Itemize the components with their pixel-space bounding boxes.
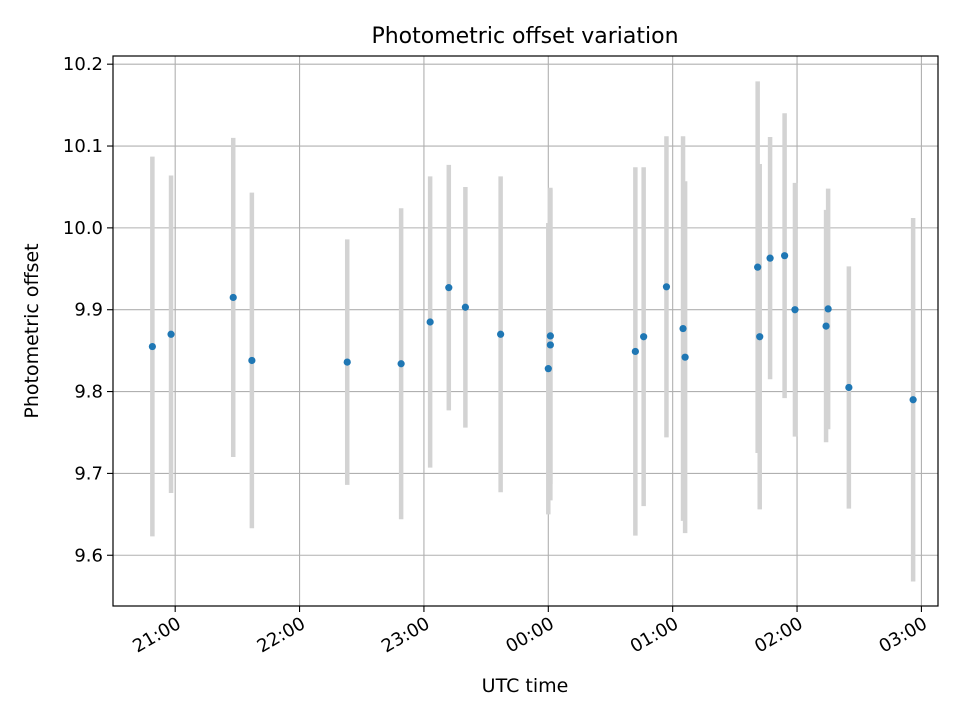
data-point	[461, 303, 469, 311]
data-point	[756, 333, 764, 341]
data-point	[679, 324, 687, 333]
data-point	[781, 252, 789, 260]
y-axis-label: Photometric offset	[21, 243, 43, 418]
data-point	[343, 358, 351, 366]
data-point	[791, 306, 799, 314]
data-point	[546, 341, 554, 349]
data-point	[662, 283, 671, 291]
y-tick-label: 9.8	[74, 382, 103, 403]
data-point	[824, 305, 832, 313]
data-point	[167, 330, 175, 338]
data-point	[544, 365, 552, 373]
y-tick-label: 9.7	[74, 463, 103, 484]
data-point	[822, 322, 830, 330]
plot-frame	[112, 55, 939, 607]
y-axis-ticks: 9.6 9.7 9.8 9.9 10.0 10.1 10.2	[63, 54, 113, 566]
data-markers	[148, 252, 917, 404]
data-point	[148, 342, 156, 351]
y-tick-label: 10.0	[63, 218, 103, 239]
y-tick-label: 9.6	[74, 545, 103, 566]
data-point	[445, 284, 453, 292]
data-point	[640, 333, 648, 341]
data-point	[681, 353, 689, 361]
data-point	[909, 396, 917, 404]
data-point	[546, 332, 554, 340]
data-point	[248, 356, 256, 365]
data-point	[845, 383, 853, 392]
data-point	[229, 293, 237, 302]
y-tick-label: 10.2	[63, 54, 103, 75]
plot-area	[113, 56, 938, 606]
data-point	[426, 318, 434, 326]
y-tick-label: 10.1	[63, 136, 103, 157]
data-point	[754, 263, 762, 271]
x-axis-label: UTC time	[482, 675, 569, 697]
y-tick-label: 9.9	[74, 300, 103, 321]
data-point	[766, 254, 774, 262]
chart-title: Photometric offset variation	[371, 24, 678, 49]
data-point	[497, 330, 505, 338]
data-point	[397, 360, 405, 368]
data-point	[631, 347, 639, 356]
